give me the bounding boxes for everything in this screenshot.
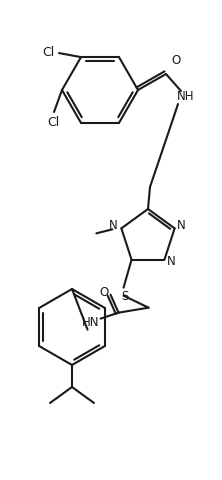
Text: NH: NH [177,89,195,103]
Text: O: O [171,53,181,67]
Text: Cl: Cl [42,46,54,59]
Text: O: O [99,286,108,299]
Text: N: N [167,255,176,268]
Text: N: N [177,219,186,232]
Text: Cl: Cl [47,117,59,130]
Text: HN: HN [82,316,99,329]
Text: N: N [109,219,118,232]
Text: S: S [121,290,128,303]
